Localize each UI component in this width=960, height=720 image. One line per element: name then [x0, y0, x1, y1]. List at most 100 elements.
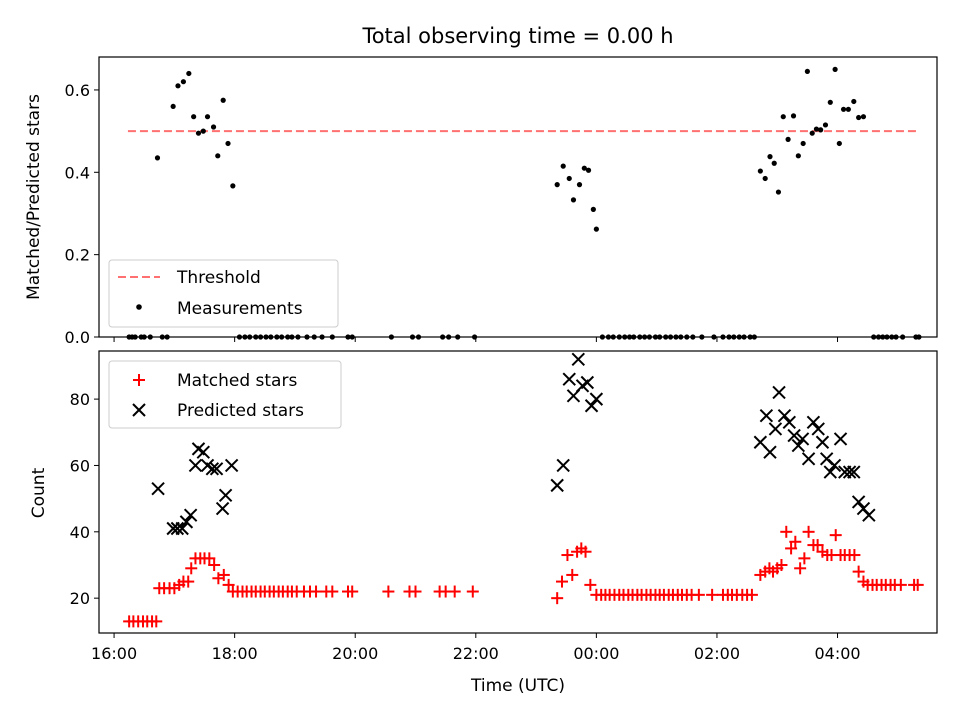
measurement-point: [200, 128, 206, 134]
predicted-stars-point: [842, 465, 857, 479]
matched-stars-point: [692, 588, 705, 601]
bottom-y-axis-label: Count: [29, 467, 49, 518]
measurement-point: [170, 103, 176, 110]
matched-stars-point: [326, 585, 339, 598]
predicted-marker-stroke: [768, 422, 783, 436]
predicted-legend-label: Predicted stars: [177, 401, 304, 421]
matched-stars-point: [785, 542, 798, 555]
predicted-marker-stroke: [777, 408, 792, 423]
predicted-marker-stroke: [806, 415, 821, 430]
matched-stars-point: [382, 585, 395, 598]
measurement-point: [790, 113, 797, 119]
predicted-stars-point: [811, 422, 825, 436]
measurement-point: [771, 160, 777, 166]
measurement-point: [593, 226, 599, 232]
measurement-point: [800, 140, 806, 147]
measurement-point: [757, 168, 763, 174]
measurement-point: [554, 182, 560, 188]
bottom-y-tick-label: 40: [70, 523, 90, 542]
bottom-y-tick-label: 60: [70, 456, 90, 475]
matched-stars-point: [584, 578, 597, 591]
matched-stars-point: [346, 585, 359, 598]
measurement-point: [795, 153, 801, 159]
predicted-marker-stroke: [183, 508, 198, 522]
measurement-point: [767, 154, 773, 160]
bottom-x-tick-label: 02:00: [694, 644, 740, 663]
predicted-marker-stroke: [589, 392, 604, 406]
top-y-axis-label: Matched/Predicted stars: [24, 94, 44, 300]
predicted-marker-stroke: [584, 399, 599, 413]
measurement-point: [860, 114, 867, 120]
predicted-marker-stroke: [827, 458, 842, 473]
bottom-y-tick-label: 20: [70, 589, 90, 608]
predicted-marker-stroke: [833, 432, 848, 446]
matched-stars-point: [466, 585, 479, 598]
threshold-legend-label: Threshold: [176, 268, 261, 288]
predicted-marker-stroke: [571, 352, 585, 367]
matched-stars-point: [185, 562, 198, 575]
predicted-marker-stroke: [218, 488, 233, 503]
measurement-point: [180, 79, 187, 85]
predicted-marker-stroke: [191, 442, 206, 456]
matched-stars-point: [802, 525, 815, 538]
predicted-stars-point: [589, 392, 604, 406]
matched-legend-label: Matched stars: [177, 371, 297, 391]
measurements-legend-label: Measurements: [177, 299, 303, 319]
predicted-stars-point: [550, 478, 564, 493]
measurement-point: [581, 165, 587, 171]
measurement-point: [780, 114, 786, 120]
matched-stars-point: [911, 578, 924, 591]
measurement-point: [570, 197, 577, 203]
measurement-point: [590, 206, 596, 212]
matched-legend-marker: [133, 374, 145, 386]
predicted-stars-point: [188, 458, 203, 473]
matched-stars-point: [203, 552, 216, 565]
matched-stars-point: [775, 558, 788, 571]
predicted-marker-stroke: [851, 495, 866, 509]
measurement-point: [827, 99, 833, 105]
bottom-x-tick-label: 00:00: [573, 644, 619, 663]
measurement-point: [195, 130, 202, 136]
predicted-marker-stroke: [772, 385, 786, 400]
bottom-plot-area: 20 40 60 80 16:00 18:00 20:00 22:00 00:00 02:00 04…: [70, 352, 924, 663]
predicted-stars-point: [224, 458, 239, 473]
predicted-stars-point: [183, 508, 198, 522]
predicted-stars-point: [763, 445, 777, 459]
bottom-x-tick-label: 16:00: [91, 644, 137, 663]
x-axis-label: Time (UTC): [470, 676, 565, 696]
matched-stars-point: [706, 588, 719, 601]
predicted-stars-point: [562, 372, 576, 386]
matched-stars-point: [561, 549, 574, 562]
predicted-marker-stroke: [753, 435, 768, 449]
measurement-point: [175, 83, 181, 89]
predicted-marker-stroke: [562, 372, 576, 386]
bottom-axes-frame: [98, 350, 938, 634]
predicted-stars-point: [151, 481, 165, 496]
measurement-point: [215, 153, 221, 159]
predicted-stars-point: [815, 435, 830, 449]
predicted-stars-point: [862, 508, 876, 522]
top-y-tick-label: 0.2: [65, 246, 90, 265]
predicted-stars-point: [571, 352, 585, 367]
measurement-point: [566, 175, 572, 182]
matched-stars-point: [894, 578, 907, 591]
matched-stars-point: [829, 529, 842, 542]
predicted-marker-stroke: [759, 408, 774, 423]
predicted-marker-stroke: [215, 501, 230, 516]
top-y-tick-label: 0.4: [65, 163, 90, 182]
measurement-point: [845, 106, 851, 112]
bottom-y-tick-label: 80: [70, 390, 90, 409]
predicted-stars-point: [209, 462, 224, 476]
predicted-stars-point: [791, 438, 806, 453]
predicted-marker-stroke: [151, 481, 165, 496]
matched-stars-point: [789, 535, 802, 548]
predicted-marker-stroke: [200, 458, 215, 473]
predicted-marker-stroke: [801, 452, 816, 466]
predicted-marker-stroke: [791, 438, 806, 453]
predicted-marker-stroke: [580, 375, 595, 390]
predicted-marker-stroke: [811, 422, 825, 436]
matched-stars-point: [579, 545, 592, 558]
predicted-stars-point: [175, 521, 189, 536]
predicted-stars-point: [787, 428, 801, 443]
predicted-stars-point: [806, 415, 821, 430]
